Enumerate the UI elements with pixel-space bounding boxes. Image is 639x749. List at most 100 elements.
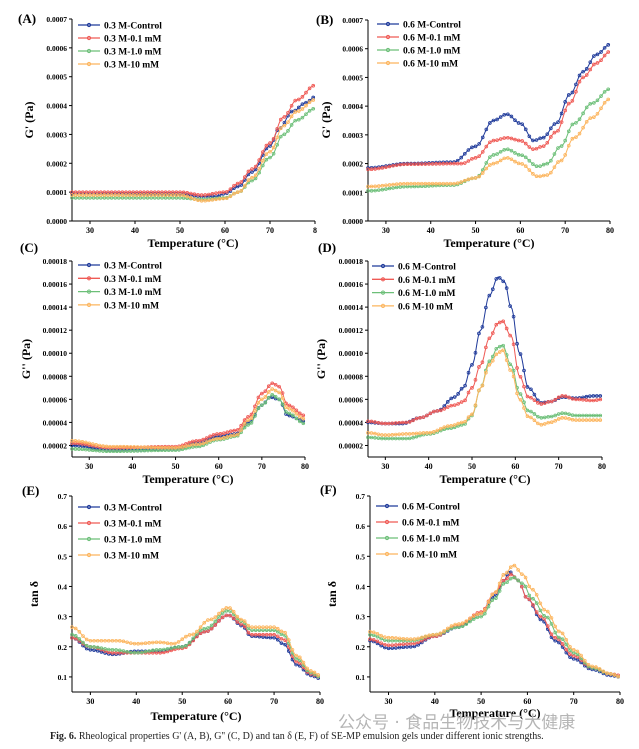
- data-point: [468, 616, 472, 621]
- chart-panel: (F) 0.1 0.2 0.3 0.4 0.5 0.6 0.7 30 40 50 60 70 80 Temp…: [320, 482, 624, 720]
- data-point: [455, 161, 460, 166]
- data-point: [289, 114, 294, 119]
- data-point: [452, 403, 457, 407]
- data-point: [311, 106, 316, 111]
- data-point: [599, 58, 603, 62]
- data-point: [484, 161, 489, 165]
- data-point: [197, 442, 202, 446]
- data-point: [125, 444, 130, 449]
- data-point: [213, 619, 218, 624]
- data-point: [531, 162, 535, 166]
- data-point: [552, 152, 557, 156]
- data-point: [261, 625, 265, 629]
- data-point: [283, 642, 287, 647]
- series-3: [366, 97, 611, 189]
- data-point: [532, 398, 537, 402]
- data-point: [366, 430, 370, 435]
- data-point: [214, 191, 218, 195]
- data-point: [502, 147, 507, 152]
- data-point: [556, 395, 561, 400]
- data-point: [553, 635, 557, 640]
- data-point: [88, 644, 93, 649]
- data-point: [379, 633, 383, 638]
- x-tick-label: 50: [178, 697, 186, 706]
- data-point: [516, 568, 520, 572]
- chart-panel: (A) 0.0000 0.0001 0.0002 0.0003 0.0004 0.0005 0…: [18, 11, 317, 250]
- x-tick-label: 80: [616, 697, 624, 706]
- data-point: [106, 638, 111, 643]
- data-point: [135, 445, 140, 449]
- legend-marker: [384, 503, 390, 509]
- data-point: [484, 144, 489, 149]
- legend-label: 0.6 M-0.1 mM: [398, 276, 456, 286]
- data-point: [588, 60, 593, 64]
- data-point: [125, 649, 129, 654]
- data-point: [307, 100, 312, 104]
- legend-label: 0.3 M-1.0 mM: [104, 536, 162, 546]
- data-point: [97, 443, 102, 448]
- data-point: [217, 611, 221, 616]
- data-point: [180, 637, 185, 642]
- data-point: [445, 161, 449, 166]
- data-point: [309, 669, 313, 673]
- data-point: [480, 325, 485, 329]
- data-point: [494, 346, 499, 351]
- data-point: [239, 423, 243, 428]
- data-point: [512, 563, 517, 568]
- data-point: [73, 441, 78, 446]
- data-point: [282, 132, 287, 137]
- legend-marker: [384, 551, 390, 557]
- data-point: [184, 634, 188, 639]
- data-point: [416, 181, 420, 186]
- data-point: [511, 314, 516, 319]
- data-point: [420, 635, 424, 640]
- y-tick-label: 0.00006: [43, 395, 68, 404]
- y-tick-label: 0.3: [58, 613, 68, 622]
- data-point: [103, 649, 107, 653]
- data-point: [408, 637, 413, 642]
- data-point: [508, 576, 513, 581]
- data-point: [494, 352, 499, 357]
- data-point: [484, 305, 488, 310]
- data-point: [568, 652, 572, 656]
- legend-marker: [86, 262, 92, 268]
- data-point: [529, 387, 533, 392]
- data-point: [421, 431, 426, 435]
- legend-label: 0.6 M-1.0 mM: [403, 47, 461, 57]
- data-point: [427, 184, 431, 188]
- data-point: [419, 181, 424, 186]
- y-axis-title: tan δ: [27, 581, 41, 607]
- data-point: [177, 445, 181, 450]
- data-point: [511, 342, 516, 347]
- data-point: [397, 432, 402, 437]
- data-point: [423, 634, 428, 639]
- data-point: [564, 637, 569, 642]
- data-point: [273, 382, 278, 387]
- legend-marker: [86, 61, 92, 67]
- data-point: [570, 136, 575, 141]
- legend-label: 0.3 M-10 mM: [104, 301, 159, 311]
- x-tick-label: 60: [523, 697, 531, 706]
- data-point: [312, 670, 317, 675]
- data-point: [136, 650, 140, 655]
- data-point: [498, 149, 503, 154]
- x-tick-label: 70: [561, 226, 569, 235]
- data-point: [180, 447, 185, 452]
- data-point: [84, 447, 88, 452]
- data-point: [553, 397, 557, 402]
- data-point: [289, 109, 294, 114]
- data-point: [109, 193, 114, 197]
- data-point: [473, 144, 478, 149]
- data-point: [221, 196, 226, 201]
- data-point: [452, 395, 457, 399]
- data-point: [84, 442, 88, 447]
- data-point: [70, 447, 74, 451]
- data-point: [222, 431, 226, 436]
- data-point: [594, 398, 599, 402]
- data-point: [132, 445, 136, 449]
- legend-label: 0.6 M-Control: [398, 263, 456, 273]
- data-point: [246, 169, 251, 174]
- data-point: [466, 148, 471, 152]
- legend-label: 0.6 M-10 mM: [403, 60, 458, 70]
